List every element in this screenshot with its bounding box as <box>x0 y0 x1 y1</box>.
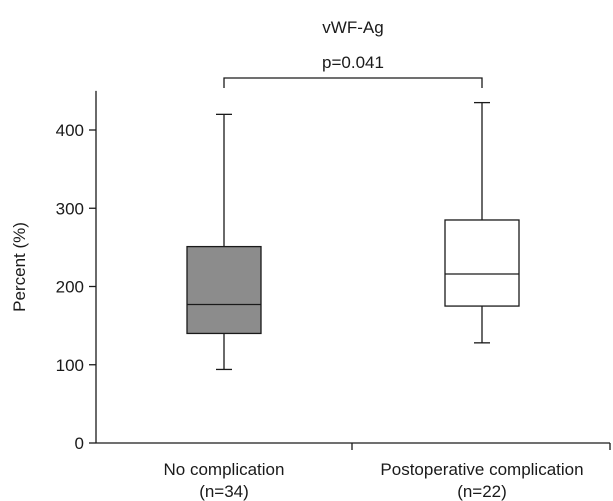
iqr-box <box>444 219 520 307</box>
p-value-annotation: p=0.041 <box>322 53 384 72</box>
box-plot-group <box>186 113 262 371</box>
y-tick-label: 0 <box>75 434 84 453</box>
box-plots <box>186 101 520 371</box>
y-tick-label: 400 <box>56 121 84 140</box>
iqr-box <box>186 245 262 335</box>
x-tick-labels: No complication (n=34) Postoperative compl… <box>164 460 584 501</box>
box-plot-group <box>444 101 520 344</box>
significance-bracket <box>223 77 483 88</box>
chart-title: vWF-Ag <box>322 18 383 37</box>
x-tick-label: No complication <box>164 460 285 479</box>
y-tick-label: 200 <box>56 278 84 297</box>
y-axis-label: Percent (%) <box>10 222 29 312</box>
x-tick-label: Postoperative complication <box>380 460 583 479</box>
y-tick-label: 100 <box>56 356 84 375</box>
y-ticks: 0 100 200 300 400 <box>56 121 611 453</box>
y-tick-label: 300 <box>56 199 84 218</box>
x-tick-sublabel: (n=22) <box>457 482 507 501</box>
x-tick-sublabel: (n=34) <box>199 482 249 501</box>
